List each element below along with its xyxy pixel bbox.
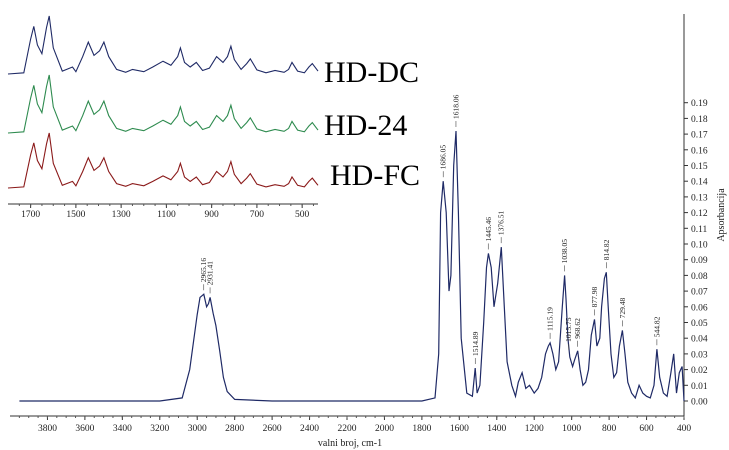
inset-x-tick-label: 1700 (21, 210, 40, 220)
y-tick-label: 0.09 (691, 256, 708, 266)
peak-label: 544.82 (652, 316, 661, 337)
y-tick-label: 0.15 (691, 162, 708, 172)
spectrum-line (19, 130, 685, 402)
peak-label: 1115.19 (546, 307, 555, 331)
inset-series-hd-dc (7, 15, 319, 75)
x-tick-label: 3800 (38, 424, 57, 434)
y-tick-label: 0.05 (691, 319, 708, 329)
y-tick-label: 0.11 (691, 225, 708, 235)
inset-x-tick-label: 500 (295, 210, 310, 220)
peak-label: 968.62 (573, 318, 582, 339)
peak-label: 1376.51 (497, 211, 506, 236)
y-axis-label: Apsorbancija (716, 188, 727, 242)
inset-x-tick-label: 700 (250, 210, 265, 220)
peak-label: 877.98 (590, 286, 599, 307)
inset-series-hd-24 (7, 74, 319, 134)
x-tick-label: 3600 (75, 424, 94, 434)
y-tick-label: 0.02 (691, 366, 708, 376)
inset-label-hd-dc: HD-DC (324, 56, 419, 89)
x-tick-label: 3000 (188, 424, 207, 434)
x-tick-label: 1000 (562, 424, 581, 434)
y-tick-label: 0.12 (691, 209, 708, 219)
y-tick-label: 0.07 (691, 288, 708, 298)
inset-x-tick-label: 900 (205, 210, 220, 220)
x-tick-label: 1200 (525, 424, 544, 434)
x-tick-label: 3400 (113, 424, 132, 434)
x-tick-group: 3800 3600 3400 3200 3000 2800 2600 2400 2200 2000… (18, 416, 692, 434)
inset-label-hd-fc: HD-FC (330, 159, 420, 192)
y-tick-label: 0.04 (691, 335, 708, 345)
inset-x-tick-label: 1300 (112, 210, 131, 220)
x-tick-label: 800 (602, 424, 617, 434)
y-tick-label: 0.10 (691, 241, 708, 251)
inset-series-hd-fc (7, 132, 319, 189)
y-tick-label: 0.06 (691, 303, 708, 313)
y-tick-label: 0.00 (691, 398, 708, 408)
peak-label: 1445.46 (484, 217, 493, 242)
peak-label: 729.48 (618, 297, 627, 318)
inset-series-group (7, 15, 319, 189)
y-tick-label: 0.18 (691, 115, 708, 125)
y-tick-label: 0.16 (691, 146, 708, 156)
inset-x-tick-group: 1700 1500 1300 1100 900 700 500 (18, 204, 314, 220)
x-tick-label: 3200 (150, 424, 169, 434)
inset-x-tick-label: 1500 (66, 210, 85, 220)
x-tick-label: 2600 (263, 424, 282, 434)
peak-label: 2931.41 (206, 261, 215, 286)
y-tick-label: 0.08 (691, 272, 708, 282)
inset-comparison-panel: 1700 1500 1300 1100 900 700 500 HD-DC HD-24 HD-F… (7, 15, 420, 220)
y-tick-group: 0.00 0.01 0.02 0.03 0.04 0.05 0.06 0.07 0.08 0.09… (684, 99, 708, 408)
x-tick-label: 2800 (225, 424, 244, 434)
x-tick-label: 1400 (487, 424, 506, 434)
peak-label: 1686.05 (439, 145, 448, 170)
peak-label: 1015.75 (564, 317, 573, 342)
peak-label: 2965.16 (199, 258, 208, 283)
y-tick-label: 0.01 (691, 382, 708, 392)
y-tick-label: 0.19 (691, 99, 708, 109)
peak-label: 814.82 (602, 239, 611, 260)
x-axis-label: valni broj, cm-1 (318, 438, 382, 449)
y-tick-label: 0.13 (691, 193, 708, 203)
y-tick-label: 0.17 (691, 131, 708, 141)
inset-x-tick-label: 1100 (157, 210, 176, 220)
x-tick-label: 600 (639, 424, 654, 434)
x-tick-label: 2200 (338, 424, 357, 434)
x-tick-label: 400 (677, 424, 692, 434)
peak-label: 1514.89 (471, 331, 480, 356)
x-tick-label: 1600 (450, 424, 469, 434)
inset-label-group: HD-DC HD-24 HD-FC (324, 56, 420, 192)
x-tick-label: 2000 (375, 424, 394, 434)
x-tick-label: 2400 (300, 424, 319, 434)
peak-label: 1618.06 (451, 94, 460, 119)
y-tick-label: 0.14 (691, 178, 708, 188)
main-series-group (19, 130, 685, 402)
inset-label-hd-24: HD-24 (324, 109, 407, 142)
y-tick-label: 0.03 (691, 350, 708, 360)
x-tick-label: 1800 (412, 424, 431, 434)
peak-label: 1038.05 (560, 239, 569, 264)
